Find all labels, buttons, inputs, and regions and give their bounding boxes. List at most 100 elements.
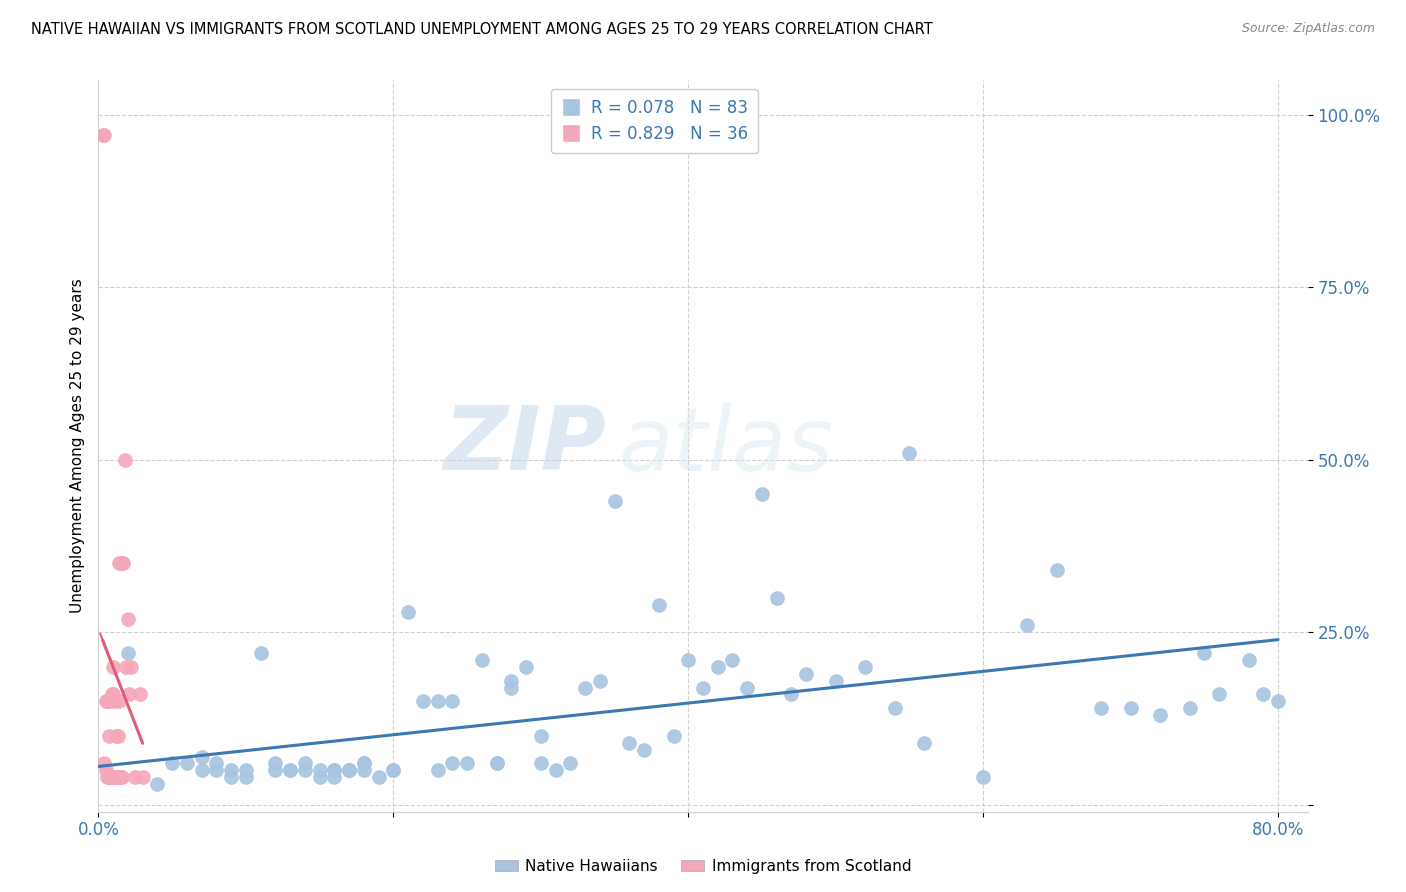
Point <box>249 646 271 660</box>
Point <box>124 770 146 784</box>
Point <box>97 729 120 743</box>
Point <box>382 764 405 778</box>
Point <box>1178 701 1201 715</box>
Legend: R = 0.078   N = 83, R = 0.829   N = 36: R = 0.078 N = 83, R = 0.829 N = 36 <box>551 88 758 153</box>
Point <box>853 660 876 674</box>
Point <box>485 756 508 771</box>
Point <box>264 764 287 778</box>
Point <box>735 681 758 695</box>
Point <box>1194 646 1216 660</box>
Point <box>678 653 700 667</box>
Point <box>1017 618 1039 632</box>
Point <box>721 653 744 667</box>
Point <box>589 673 612 688</box>
Point <box>530 729 553 743</box>
Point <box>105 770 128 784</box>
Point <box>107 729 129 743</box>
Point <box>603 494 626 508</box>
Point <box>190 749 212 764</box>
Point <box>337 764 360 778</box>
Point <box>471 653 494 667</box>
Legend: Native Hawaiians, Immigrants from Scotland: Native Hawaiians, Immigrants from Scotla… <box>489 853 917 880</box>
Point <box>323 764 346 778</box>
Point <box>515 660 537 674</box>
Point <box>190 764 212 778</box>
Point <box>176 756 198 771</box>
Point <box>101 687 124 701</box>
Point <box>337 764 360 778</box>
Point <box>235 764 257 778</box>
Point <box>110 770 132 784</box>
Point <box>780 687 803 701</box>
Point <box>107 770 129 784</box>
Point <box>104 694 127 708</box>
Point <box>205 764 228 778</box>
Point <box>1046 563 1069 577</box>
Point <box>112 557 135 571</box>
Point <box>117 611 139 625</box>
Point <box>1208 687 1230 701</box>
Point <box>412 694 434 708</box>
Point <box>131 770 153 784</box>
Point <box>118 687 141 701</box>
Text: Source: ZipAtlas.com: Source: ZipAtlas.com <box>1241 22 1375 36</box>
Text: ZIP: ZIP <box>443 402 606 490</box>
Point <box>883 701 905 715</box>
Point <box>898 446 921 460</box>
Point <box>98 694 121 708</box>
Point <box>1119 701 1142 715</box>
Point <box>235 770 257 784</box>
Point <box>101 770 124 784</box>
Point <box>456 756 478 771</box>
Text: atlas: atlas <box>619 403 834 489</box>
Point <box>93 756 115 771</box>
Point <box>101 660 124 674</box>
Point <box>91 128 114 143</box>
Point <box>323 764 346 778</box>
Text: NATIVE HAWAIIAN VS IMMIGRANTS FROM SCOTLAND UNEMPLOYMENT AMONG AGES 25 TO 29 YEA: NATIVE HAWAIIAN VS IMMIGRANTS FROM SCOTL… <box>31 22 932 37</box>
Point <box>117 646 139 660</box>
Point <box>128 687 150 701</box>
Point <box>96 770 118 784</box>
Point <box>501 673 523 688</box>
Point <box>308 770 330 784</box>
Point <box>93 128 115 143</box>
Point <box>1253 687 1275 701</box>
Point <box>794 666 817 681</box>
Point <box>337 764 360 778</box>
Point <box>485 756 508 771</box>
Point <box>912 736 935 750</box>
Point <box>108 557 131 571</box>
Point <box>278 764 301 778</box>
Point <box>323 770 346 784</box>
Point <box>160 756 183 771</box>
Point <box>426 764 449 778</box>
Point <box>94 694 117 708</box>
Point <box>367 770 389 784</box>
Point <box>1149 708 1171 723</box>
Point <box>560 756 582 771</box>
Point <box>264 756 287 771</box>
Point <box>219 764 242 778</box>
Point <box>706 660 728 674</box>
Point <box>353 764 375 778</box>
Point <box>115 660 138 674</box>
Point <box>94 764 117 778</box>
Point <box>619 736 641 750</box>
Point <box>120 660 142 674</box>
Point <box>97 770 120 784</box>
Point <box>100 770 122 784</box>
Y-axis label: Unemployment Among Ages 25 to 29 years: Unemployment Among Ages 25 to 29 years <box>69 278 84 614</box>
Point <box>530 756 553 771</box>
Point <box>294 764 316 778</box>
Point <box>108 694 131 708</box>
Point <box>765 591 787 605</box>
Point <box>219 770 242 784</box>
Point <box>353 756 375 771</box>
Point <box>205 756 228 771</box>
Point <box>662 729 685 743</box>
Point <box>353 756 375 771</box>
Point <box>104 770 127 784</box>
Point <box>382 764 405 778</box>
Point <box>1237 653 1260 667</box>
